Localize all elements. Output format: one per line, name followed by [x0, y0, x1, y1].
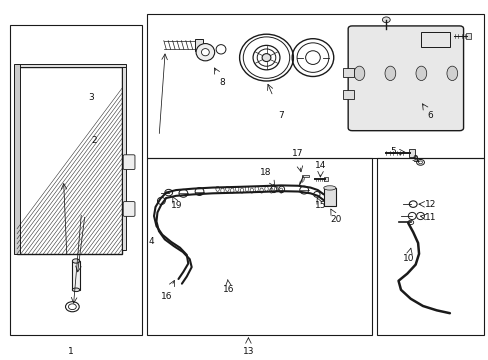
Ellipse shape — [201, 49, 209, 56]
Text: 8: 8 — [219, 78, 225, 87]
Text: 15: 15 — [314, 202, 326, 210]
Ellipse shape — [196, 44, 214, 61]
Text: 5: 5 — [390, 148, 396, 156]
Bar — [146, 14, 483, 158]
Text: 3: 3 — [88, 93, 94, 102]
Text: 18: 18 — [260, 168, 271, 177]
FancyBboxPatch shape — [123, 202, 135, 216]
Bar — [343, 68, 353, 77]
Text: 4: 4 — [148, 237, 154, 246]
Ellipse shape — [353, 66, 364, 81]
Bar — [323, 188, 335, 206]
Circle shape — [382, 17, 389, 23]
Bar — [122, 67, 126, 250]
Bar — [301, 175, 308, 177]
Bar — [146, 158, 371, 335]
Text: 2: 2 — [91, 136, 97, 145]
Text: 16: 16 — [160, 292, 172, 301]
Text: 10: 10 — [402, 254, 413, 263]
Bar — [17, 64, 126, 67]
Text: 19: 19 — [171, 201, 183, 210]
Ellipse shape — [415, 66, 426, 81]
Bar — [408, 149, 414, 157]
Text: 9: 9 — [412, 154, 418, 163]
Bar — [17, 67, 122, 254]
Text: 16: 16 — [223, 285, 234, 294]
Bar — [420, 32, 449, 47]
Ellipse shape — [262, 54, 270, 62]
Text: 7: 7 — [278, 111, 284, 120]
Text: 12: 12 — [424, 200, 435, 209]
Text: 14: 14 — [314, 161, 326, 170]
Bar — [194, 39, 203, 51]
FancyBboxPatch shape — [123, 155, 135, 170]
Ellipse shape — [72, 259, 80, 263]
Bar — [72, 261, 80, 290]
Text: 13: 13 — [242, 346, 254, 356]
Bar — [14, 64, 20, 254]
Text: 20: 20 — [330, 215, 342, 224]
Ellipse shape — [323, 186, 335, 190]
Text: 11: 11 — [424, 213, 435, 222]
Ellipse shape — [72, 288, 80, 292]
Bar — [324, 177, 327, 181]
Text: 1: 1 — [68, 346, 74, 356]
Bar — [465, 33, 470, 39]
Bar — [10, 25, 142, 335]
Bar — [376, 158, 483, 335]
Bar — [343, 90, 353, 99]
Ellipse shape — [446, 66, 457, 81]
Ellipse shape — [384, 66, 395, 81]
Text: 6: 6 — [427, 111, 432, 120]
Text: 17: 17 — [291, 149, 303, 158]
FancyBboxPatch shape — [347, 26, 463, 131]
